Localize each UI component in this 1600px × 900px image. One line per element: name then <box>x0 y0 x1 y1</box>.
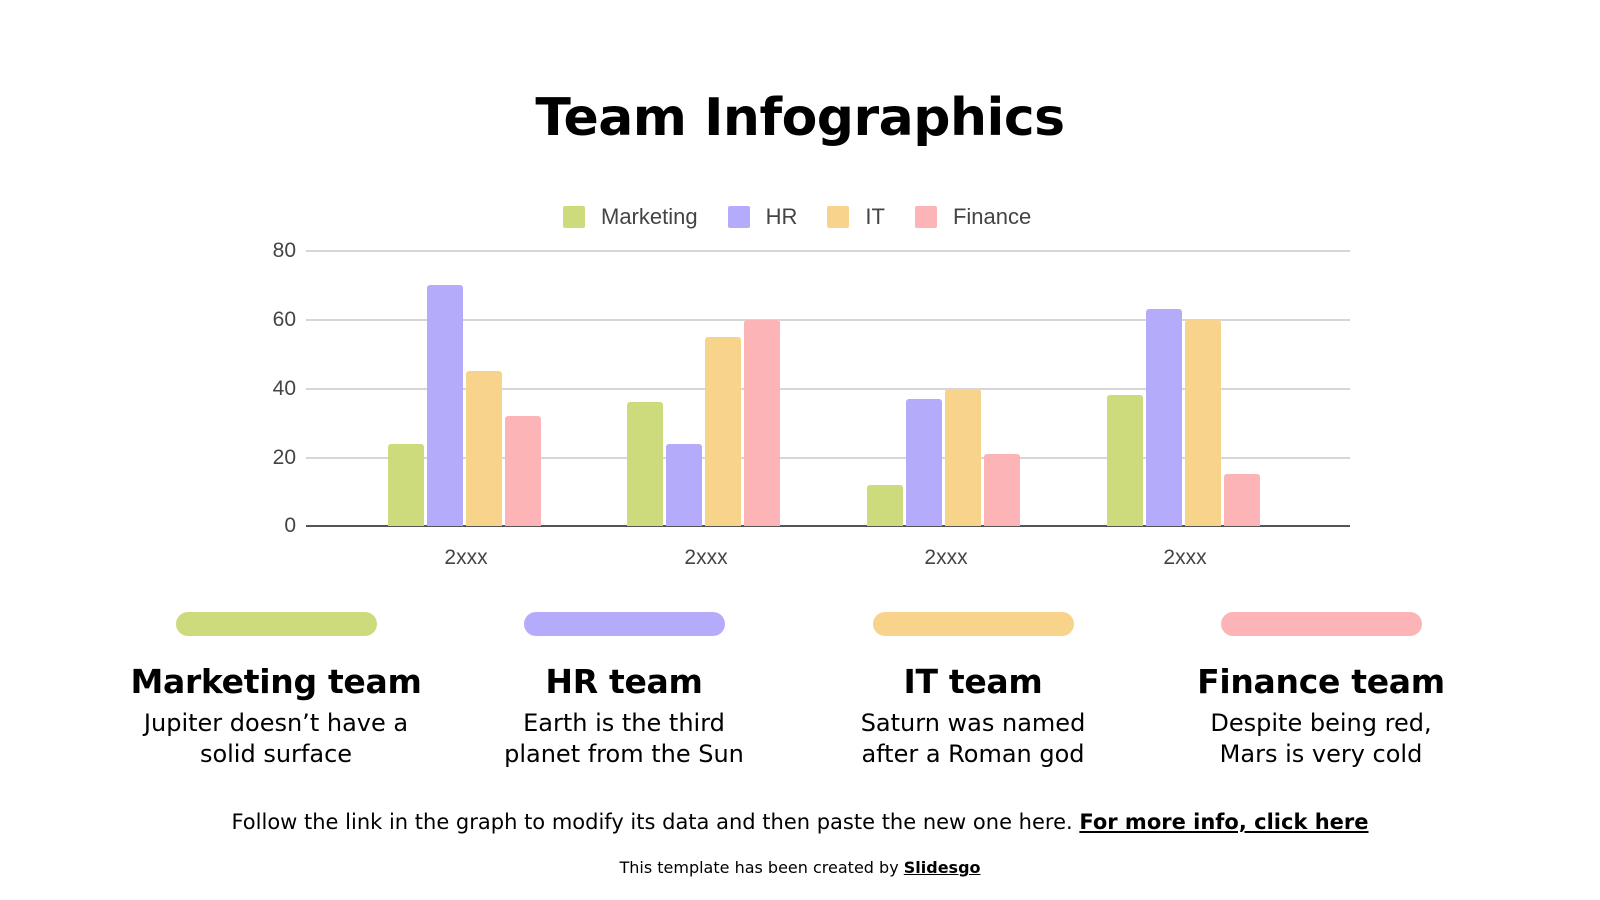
legend-swatch-it <box>827 206 850 228</box>
team-title: Marketing team <box>130 662 422 701</box>
legend-swatch-hr <box>727 206 750 228</box>
legend-label: Finance <box>952 204 1032 229</box>
legend-item-marketing: Marketing <box>563 204 698 230</box>
bar-marketing-4 <box>1107 395 1143 526</box>
slidesgo-link[interactable]: Slidesgo <box>903 858 981 877</box>
legend-label: Marketing <box>601 204 698 229</box>
y-tick-0: 0 <box>284 514 296 537</box>
x-tick-label: 2xxx <box>924 546 968 569</box>
y-tick-40: 40 <box>272 377 296 400</box>
slide-title: Team Infographics <box>535 88 1065 148</box>
bar-it-2 <box>705 336 741 526</box>
team-description: Jupiter doesn’t have a solid surface <box>143 709 409 768</box>
bar-marketing-3 <box>867 484 903 526</box>
bar-hr-1 <box>427 285 463 526</box>
team-card-hr: HR team Earth is the third planet from t… <box>454 612 794 770</box>
team-description: Earth is the third planet from the Sun <box>504 709 744 768</box>
bar-marketing-1 <box>388 443 424 526</box>
bar-it-3 <box>945 388 981 526</box>
more-info-link[interactable]: For more info, click here <box>1079 810 1369 834</box>
legend-item-finance: Finance <box>914 204 1032 230</box>
chart-legend: Marketing HR IT Finance <box>563 204 1061 230</box>
bar-it-4 <box>1185 319 1221 526</box>
marketing-color-pill <box>175 612 377 636</box>
bar-finance-3 <box>984 453 1020 526</box>
team-card-it: IT team Saturn was named after a Roman g… <box>803 612 1143 770</box>
bar-finance-1 <box>505 416 541 526</box>
team-card-marketing: Marketing team Jupiter doesn’t have a so… <box>106 612 446 770</box>
team-title: IT team <box>903 662 1043 701</box>
credit-line: This template has been created by Slides… <box>0 858 1600 877</box>
bar-hr-4 <box>1146 309 1182 526</box>
legend-item-it: IT <box>827 204 885 230</box>
bar-finance-2 <box>744 319 780 526</box>
gridline-60 <box>306 319 1350 321</box>
x-tick-label: 2xxx <box>444 546 488 569</box>
gridline-40 <box>306 388 1350 390</box>
legend-swatch-finance <box>914 206 937 228</box>
legend-label: HR <box>765 204 798 229</box>
x-axis-line <box>306 525 1350 527</box>
hr-color-pill <box>523 612 725 636</box>
finance-color-pill <box>1220 612 1422 636</box>
bar-finance-4 <box>1224 474 1260 526</box>
team-description: Saturn was named after a Roman god <box>860 709 1086 768</box>
team-description: Despite being red, Mars is very cold <box>1210 709 1432 768</box>
credit-text: This template has been created by <box>619 858 904 877</box>
bar-hr-3 <box>906 398 942 526</box>
legend-swatch-marketing <box>563 206 585 228</box>
info-text: Follow the link in the graph to modify i… <box>231 810 1080 834</box>
team-card-finance: Finance team Despite being red, Mars is … <box>1151 612 1491 770</box>
y-tick-20: 20 <box>272 446 296 469</box>
bar-it-1 <box>466 371 502 526</box>
it-color-pill <box>872 612 1074 636</box>
bar-chart: Marketing HR IT Finance 80 60 40 20 0 2x… <box>272 204 1350 569</box>
legend-label: IT <box>865 204 885 229</box>
team-title: HR team <box>545 662 703 701</box>
info-line: Follow the link in the graph to modify i… <box>0 810 1600 834</box>
gridline-80 <box>306 250 1350 252</box>
x-tick-label: 2xxx <box>1163 546 1207 569</box>
bar-hr-2 <box>666 443 702 526</box>
x-tick-label: 2xxx <box>684 546 728 569</box>
bar-marketing-2 <box>627 402 663 526</box>
team-title: Finance team <box>1197 662 1445 701</box>
gridline-20 <box>306 457 1350 459</box>
legend-item-hr: HR <box>727 204 798 230</box>
y-tick-60: 60 <box>272 308 296 331</box>
y-tick-80: 80 <box>272 239 296 262</box>
